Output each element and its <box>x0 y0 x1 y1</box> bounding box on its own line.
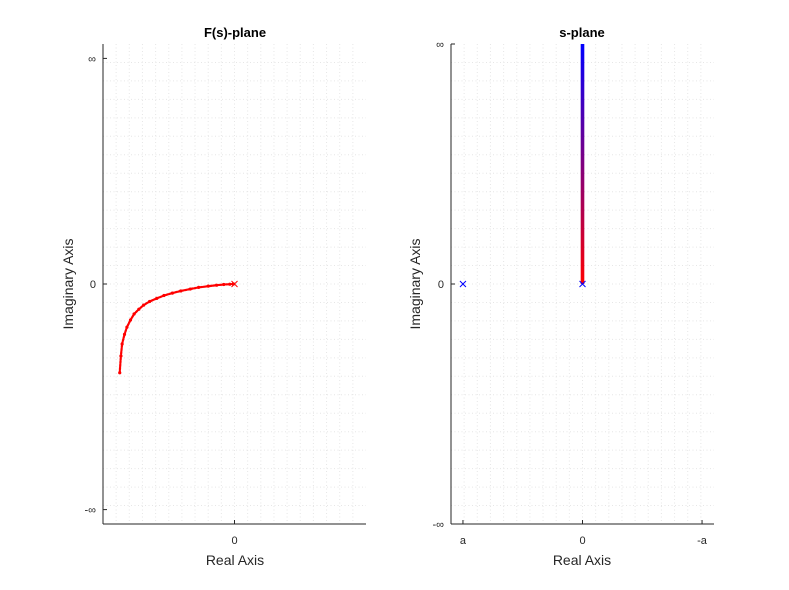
y-tick-label: ∞ <box>436 39 444 51</box>
x-tick-label: a <box>460 535 467 547</box>
s-plane-markers <box>459 280 586 288</box>
data-point <box>142 303 146 307</box>
fs-plane-ticks: 0 ∞ 0 -∞ <box>84 53 237 547</box>
s-plane-ticks: a 0 -a ∞ 0 -∞ <box>432 39 707 547</box>
s-plane-plot: s-plane Real Axis Imaginary Axis a 0 -a ∞ 0 -… <box>407 25 714 568</box>
fs-plane-series <box>118 282 235 375</box>
fs-plane-ylabel: Imaginary Axis <box>60 238 76 329</box>
s-plane-grid <box>451 44 714 524</box>
series-0-line <box>580 44 585 284</box>
data-point <box>206 284 210 288</box>
data-point <box>119 354 123 358</box>
y-tick-label: 0 <box>90 279 96 291</box>
y-tick-label: -∞ <box>432 519 444 531</box>
data-point <box>122 332 127 336</box>
data-point <box>125 325 129 329</box>
data-point <box>162 293 166 298</box>
fs-plane-markers <box>231 280 238 288</box>
x-marker <box>231 280 238 288</box>
data-point <box>197 285 201 289</box>
data-point <box>188 287 192 291</box>
data-point <box>214 283 219 287</box>
x-marker <box>579 280 586 288</box>
s-plane-xlabel: Real Axis <box>553 552 611 568</box>
s-plane-title: s-plane <box>559 25 605 40</box>
data-point <box>128 318 133 322</box>
data-point <box>155 296 159 300</box>
data-point <box>148 299 152 304</box>
x-tick-label: -a <box>697 535 708 547</box>
y-tick-label: -∞ <box>84 505 96 517</box>
data-point <box>170 291 174 295</box>
fs-plane-xlabel: Real Axis <box>206 552 264 568</box>
data-point <box>120 342 124 346</box>
data-point <box>137 307 141 311</box>
data-point <box>179 289 183 293</box>
x-marker <box>459 280 467 288</box>
fs-plane-plot: F(s)-plane Real Axis Imaginary Axis 0 ∞ 0 -… <box>60 25 366 568</box>
data-point <box>132 312 136 316</box>
s-plane-series <box>580 44 585 284</box>
series-0-curve <box>118 282 235 374</box>
y-tick-label: ∞ <box>88 53 96 65</box>
fs-plane-grid <box>103 44 366 524</box>
fs-plane-title: F(s)-plane <box>204 25 266 40</box>
s-plane-ylabel: Imaginary Axis <box>407 238 423 329</box>
x-tick-label: 0 <box>579 535 585 547</box>
data-point <box>118 371 122 375</box>
data-point <box>222 282 226 287</box>
x-tick-label: 0 <box>231 535 237 547</box>
data-point <box>228 282 232 286</box>
y-tick-label: 0 <box>438 279 444 291</box>
